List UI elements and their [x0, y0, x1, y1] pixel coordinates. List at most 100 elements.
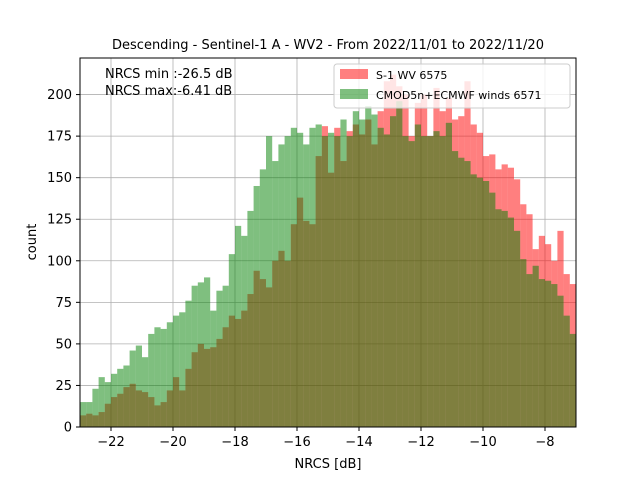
histogram-bar	[390, 116, 397, 427]
histogram-bar	[445, 122, 452, 427]
histogram-bar	[216, 290, 223, 427]
histogram-bar	[185, 300, 192, 427]
histogram-bar	[340, 119, 347, 427]
histogram-bar	[321, 136, 328, 427]
histogram-bar	[129, 350, 136, 427]
x-tick-label: −8	[535, 435, 554, 450]
histogram-bar	[241, 235, 248, 427]
histogram-bar	[98, 377, 105, 427]
y-tick-label: 200	[47, 88, 72, 103]
x-axis-ticks: −22 −20 −18 −16 −14 −12 −10 −8	[97, 427, 555, 450]
histogram-bar	[396, 101, 403, 427]
histogram-bar	[476, 177, 483, 427]
histogram-bar	[80, 402, 87, 427]
histogram-bar	[352, 111, 359, 427]
y-tick-label: 25	[55, 379, 72, 394]
y-tick-label: 50	[55, 337, 72, 352]
histogram-bar	[272, 161, 279, 427]
histogram-bar	[303, 144, 310, 427]
histogram-bar	[148, 333, 155, 427]
y-tick-label: 125	[47, 213, 72, 228]
histogram-bar	[328, 132, 335, 427]
x-tick-label: −14	[345, 435, 372, 450]
legend-label-s1: S-1 WV 6575	[376, 69, 447, 82]
x-tick-label: −16	[283, 435, 310, 450]
histogram-bar	[501, 210, 508, 427]
histogram-bar	[421, 136, 428, 427]
histogram-bar	[495, 209, 502, 427]
histogram-bar	[526, 274, 533, 427]
histogram-bars	[80, 74, 576, 427]
y-axis-label: count	[25, 224, 40, 261]
series-1-bars	[80, 101, 576, 427]
y-tick-label: 0	[64, 421, 72, 436]
histogram-bar	[402, 136, 409, 427]
histogram-bar	[253, 185, 260, 427]
x-axis-label: NRCS [dB]	[295, 457, 362, 472]
histogram-bar	[414, 124, 421, 427]
legend-frame	[333, 63, 571, 109]
histogram-bar	[483, 181, 490, 427]
histogram-bar	[297, 132, 304, 427]
histogram-bar	[86, 402, 93, 427]
x-tick-label: −18	[221, 435, 248, 450]
histogram-bar	[365, 106, 372, 427]
annotation-min: NRCS min :-26.5 dB	[105, 67, 233, 82]
histogram-bar	[452, 151, 459, 427]
histogram-bar	[228, 254, 235, 427]
histogram-bar	[166, 322, 173, 427]
y-tick-label: 175	[47, 130, 72, 145]
histogram-bar	[111, 373, 118, 427]
histogram-bar	[197, 282, 204, 427]
x-tick-label: −10	[469, 435, 496, 450]
histogram-bar	[179, 312, 186, 427]
histogram-bar	[135, 345, 142, 427]
y-tick-label: 100	[47, 254, 72, 269]
histogram-bar	[315, 124, 322, 427]
histogram-bar	[383, 134, 390, 427]
histogram-bar	[290, 127, 297, 427]
histogram-bar	[377, 127, 384, 427]
legend-swatch-s1	[340, 69, 368, 79]
x-tick-label: −12	[407, 435, 434, 450]
histogram-bar	[520, 259, 527, 427]
histogram-bar	[346, 136, 353, 427]
histogram-bar	[123, 365, 130, 427]
histogram-bar	[210, 310, 217, 427]
histogram-bar	[247, 210, 254, 427]
histogram-bar	[278, 144, 285, 427]
histogram-bar	[222, 285, 229, 427]
histogram-bar	[427, 136, 434, 427]
y-axis-ticks: 0 25 50 75 100 125 150 175 200	[47, 88, 80, 436]
y-tick-label: 150	[47, 171, 72, 186]
x-tick-label: −20	[159, 435, 186, 450]
histogram-bar	[117, 368, 124, 427]
histogram-bar	[489, 192, 496, 427]
histogram-bar	[439, 136, 446, 427]
y-tick-label: 75	[55, 296, 72, 311]
histogram-bar	[507, 217, 514, 427]
histogram-bar	[408, 141, 415, 427]
annotation-max: NRCS max:-6.41 dB	[105, 84, 232, 99]
histogram-bar	[173, 315, 180, 427]
x-tick-label: −22	[97, 435, 124, 450]
histogram-bar	[235, 225, 242, 427]
legend-label-cmod: CMOD5n+ECMWF winds 6571	[376, 89, 542, 102]
histogram-bar	[359, 119, 366, 427]
histogram-bar	[545, 280, 552, 427]
histogram-bar	[569, 333, 576, 427]
histogram-bar	[551, 284, 558, 427]
histogram-bar	[104, 382, 111, 427]
plot-frame	[79, 57, 577, 428]
histogram-bar	[464, 161, 471, 427]
legend-swatch-cmod	[340, 89, 368, 99]
chart-title: Descending - Sentinel-1 A - WV2 - From 2…	[112, 38, 544, 53]
histogram-bar	[204, 277, 211, 427]
histogram-bar	[191, 285, 198, 427]
histogram-bar	[284, 136, 291, 427]
histogram-bar	[371, 114, 378, 427]
histogram-bar	[557, 295, 564, 427]
legend: S-1 WV 6575 CMOD5n+ECMWF winds 6571	[333, 63, 571, 109]
histogram-bar	[259, 169, 266, 427]
histogram-bar	[433, 131, 440, 427]
